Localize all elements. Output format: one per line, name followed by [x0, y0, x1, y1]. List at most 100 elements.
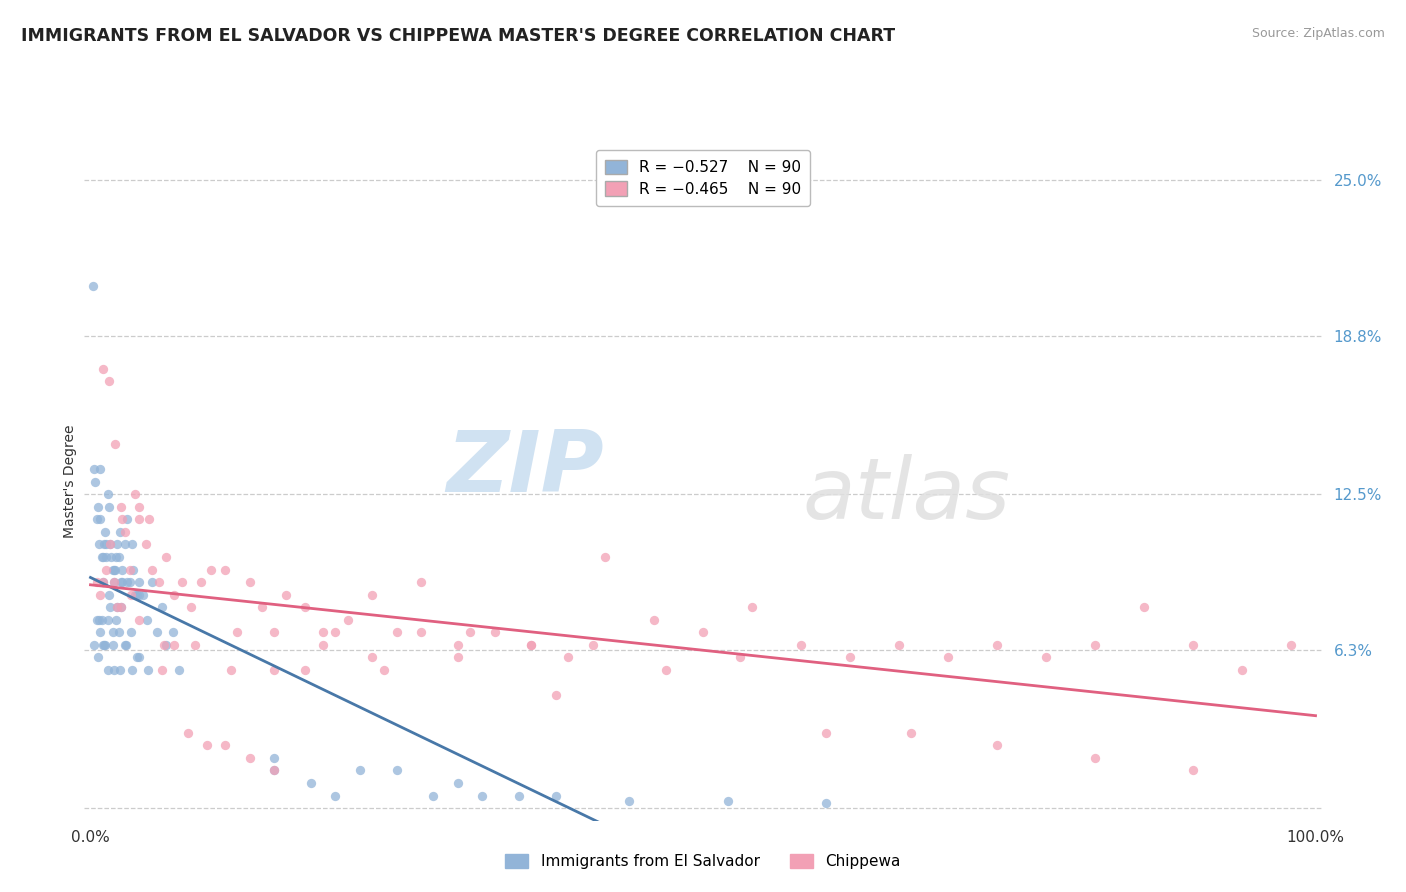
Point — [520, 638, 543, 652]
Point — [128, 500, 150, 514]
Text: ZIP: ZIP — [446, 426, 605, 509]
Point — [91, 575, 114, 590]
Point — [115, 638, 138, 652]
Point — [108, 524, 131, 539]
Point — [447, 650, 470, 665]
Point — [411, 575, 433, 590]
Point — [108, 663, 131, 677]
Point — [385, 625, 408, 640]
Point — [101, 563, 124, 577]
Point — [263, 764, 285, 778]
Point — [103, 663, 125, 677]
Point — [214, 739, 236, 753]
Legend: R = −0.527    N = 90, R = −0.465    N = 90: R = −0.527 N = 90, R = −0.465 N = 90 — [596, 151, 810, 206]
Point — [98, 600, 121, 615]
Point — [716, 793, 738, 807]
Point — [163, 588, 186, 602]
Point — [110, 600, 132, 615]
Point — [172, 575, 194, 590]
Point — [84, 475, 107, 489]
Point — [422, 789, 444, 803]
Point — [1182, 764, 1205, 778]
Point — [373, 663, 395, 677]
Point — [124, 487, 146, 501]
Point — [86, 613, 108, 627]
Point — [557, 650, 579, 665]
Point — [619, 793, 641, 807]
Point — [124, 588, 146, 602]
Point — [741, 600, 763, 615]
Point — [118, 575, 141, 590]
Point — [87, 500, 110, 514]
Point — [96, 563, 118, 577]
Text: Source: ZipAtlas.com: Source: ZipAtlas.com — [1251, 27, 1385, 40]
Point — [312, 625, 335, 640]
Point — [458, 625, 481, 640]
Point — [128, 575, 150, 590]
Point — [103, 575, 125, 590]
Point — [1084, 751, 1107, 765]
Point — [150, 663, 173, 677]
Point — [155, 638, 177, 652]
Point — [91, 361, 114, 376]
Point — [121, 537, 143, 551]
Point — [91, 549, 114, 564]
Point — [121, 663, 143, 677]
Point — [132, 588, 155, 602]
Point — [97, 613, 120, 627]
Point — [349, 764, 371, 778]
Point — [471, 789, 494, 803]
Point — [97, 588, 120, 602]
Point — [276, 588, 298, 602]
Point — [180, 600, 202, 615]
Point — [90, 613, 112, 627]
Point — [1230, 663, 1253, 677]
Point — [128, 613, 150, 627]
Point — [97, 487, 120, 501]
Point — [125, 650, 148, 665]
Point — [97, 663, 120, 677]
Point — [361, 588, 384, 602]
Point — [103, 563, 125, 577]
Point — [520, 638, 543, 652]
Point — [411, 625, 433, 640]
Point — [91, 638, 114, 652]
Point — [1182, 638, 1205, 652]
Point — [82, 278, 104, 293]
Point — [153, 638, 176, 652]
Point — [214, 563, 236, 577]
Point — [135, 613, 157, 627]
Point — [385, 764, 408, 778]
Point — [128, 512, 150, 526]
Point — [643, 613, 665, 627]
Point — [141, 575, 163, 590]
Point — [294, 663, 316, 677]
Point — [544, 789, 567, 803]
Point — [336, 613, 359, 627]
Point — [111, 575, 134, 590]
Point — [114, 524, 136, 539]
Point — [83, 638, 105, 652]
Point — [120, 625, 142, 640]
Point — [97, 500, 120, 514]
Point — [107, 625, 129, 640]
Point — [118, 563, 141, 577]
Point — [107, 549, 129, 564]
Point — [94, 524, 117, 539]
Legend: Immigrants from El Salvador, Chippewa: Immigrants from El Salvador, Chippewa — [499, 847, 907, 875]
Point — [508, 789, 530, 803]
Text: IMMIGRANTS FROM EL SALVADOR VS CHIPPEWA MASTER'S DEGREE CORRELATION CHART: IMMIGRANTS FROM EL SALVADOR VS CHIPPEWA … — [21, 27, 896, 45]
Point — [93, 537, 115, 551]
Point — [1279, 638, 1302, 652]
Point — [100, 549, 122, 564]
Point — [120, 588, 142, 602]
Point — [107, 600, 129, 615]
Point — [135, 537, 157, 551]
Point — [325, 625, 347, 640]
Point — [110, 500, 132, 514]
Point — [361, 650, 384, 665]
Point — [900, 725, 922, 739]
Point — [484, 625, 506, 640]
Point — [138, 512, 160, 526]
Point — [263, 625, 285, 640]
